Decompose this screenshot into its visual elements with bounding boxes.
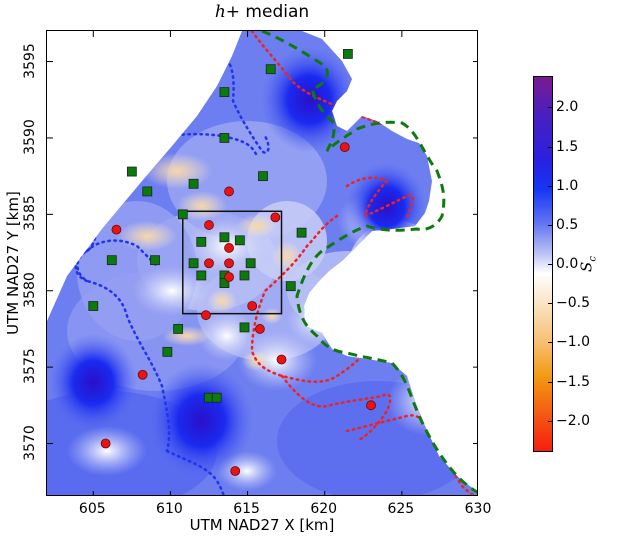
green-square-marker xyxy=(173,324,184,334)
y-tick-label: 3575 xyxy=(22,348,38,384)
green-square-marker xyxy=(219,87,230,98)
title-text: median xyxy=(240,2,310,22)
green-square-marker xyxy=(239,270,250,281)
colorbar-tick-mark xyxy=(548,146,553,148)
colorbar-tick-mark xyxy=(548,381,553,383)
green-square-marker xyxy=(265,64,276,75)
colorbar-tick-label: 1.5 xyxy=(556,138,579,155)
x-tick-label: 625 xyxy=(387,501,415,517)
red-circle-marker xyxy=(224,258,234,269)
heatmap-field xyxy=(47,31,477,495)
x-axis-label: UTM NAD27 X [km] xyxy=(189,516,335,534)
green-square-marker xyxy=(258,171,268,182)
x-tick-label: 630 xyxy=(464,501,492,517)
green-square-marker xyxy=(219,232,230,243)
green-square-marker xyxy=(342,49,353,59)
green-square-marker xyxy=(88,301,99,311)
red-circle-marker xyxy=(100,438,111,449)
y-tick-label: 3595 xyxy=(22,42,38,79)
green-square-marker xyxy=(219,133,230,143)
y-tick-label: 3570 xyxy=(22,424,38,461)
colorbar-tick-label: −1.0 xyxy=(556,334,590,351)
y-tick-label: 3580 xyxy=(22,271,38,308)
green-square-marker xyxy=(196,236,207,247)
green-square-marker xyxy=(150,255,160,266)
colorbar-tick-label: −1.5 xyxy=(556,373,590,390)
title-math: h+ xyxy=(214,2,241,22)
green-square-marker xyxy=(219,278,230,288)
red-circle-marker xyxy=(270,212,281,223)
colorbar-tick-mark xyxy=(548,107,553,109)
colorbar-tick-mark xyxy=(548,264,553,265)
colorbar-tick-mark xyxy=(548,185,553,187)
green-square-marker xyxy=(188,178,199,189)
colorbar-label-sub: c xyxy=(587,256,599,262)
y-tick-label: 3590 xyxy=(22,119,38,155)
colorbar-tick-label: 2.0 xyxy=(556,99,579,116)
red-circle-marker xyxy=(276,354,287,365)
colorbar-tick-label: −2.0 xyxy=(556,412,590,429)
colorbar-tick-label: 1.0 xyxy=(556,177,579,194)
y-tick-label: 3585 xyxy=(22,195,38,232)
red-circle-marker xyxy=(204,220,214,230)
x-tick-label: 610 xyxy=(156,501,183,517)
red-circle-marker xyxy=(339,142,350,153)
colorbar-tick-label: −0.5 xyxy=(556,295,590,312)
colorbar-tick-label: 0.5 xyxy=(556,216,579,233)
red-circle-marker xyxy=(224,272,234,282)
colorbar-label: Sc xyxy=(578,256,599,272)
x-tick-label: 615 xyxy=(233,501,260,517)
green-square-marker xyxy=(211,392,222,403)
green-square-marker xyxy=(196,270,207,281)
colorbar-label-main: S xyxy=(577,261,596,272)
green-square-marker xyxy=(177,209,188,220)
green-square-marker xyxy=(245,258,256,269)
green-square-marker xyxy=(106,255,117,266)
green-square-marker xyxy=(188,258,199,269)
red-circle-marker xyxy=(224,243,234,253)
red-circle-marker xyxy=(224,186,234,197)
red-circle-marker xyxy=(230,466,241,476)
red-circle-marker xyxy=(111,224,122,235)
colorbar-tick-mark xyxy=(548,342,553,344)
map-plot-area xyxy=(46,30,478,496)
red-circle-marker xyxy=(366,400,376,411)
colorbar-tick-label: 0.0 xyxy=(556,256,579,272)
green-square-marker xyxy=(296,227,307,238)
y-axis-label: UTM NAD27 Y [km] xyxy=(4,191,22,335)
colorbar-tick-mark xyxy=(548,420,553,422)
x-tick-label: 620 xyxy=(310,501,338,517)
green-square-marker xyxy=(285,281,296,292)
red-circle-marker xyxy=(204,258,214,269)
chart-title: h+ median xyxy=(46,2,478,22)
green-square-marker xyxy=(142,186,153,197)
colorbar-tick-mark xyxy=(548,224,553,226)
green-square-marker xyxy=(126,166,137,177)
red-circle-marker xyxy=(201,310,211,321)
green-square-marker xyxy=(162,346,173,357)
colorbar-tick-mark xyxy=(548,303,553,305)
green-square-marker xyxy=(234,235,245,246)
red-circle-marker xyxy=(255,324,265,334)
red-circle-marker xyxy=(137,369,148,380)
red-circle-marker xyxy=(247,301,258,311)
green-square-marker xyxy=(239,322,250,333)
x-tick-label: 605 xyxy=(78,501,106,517)
